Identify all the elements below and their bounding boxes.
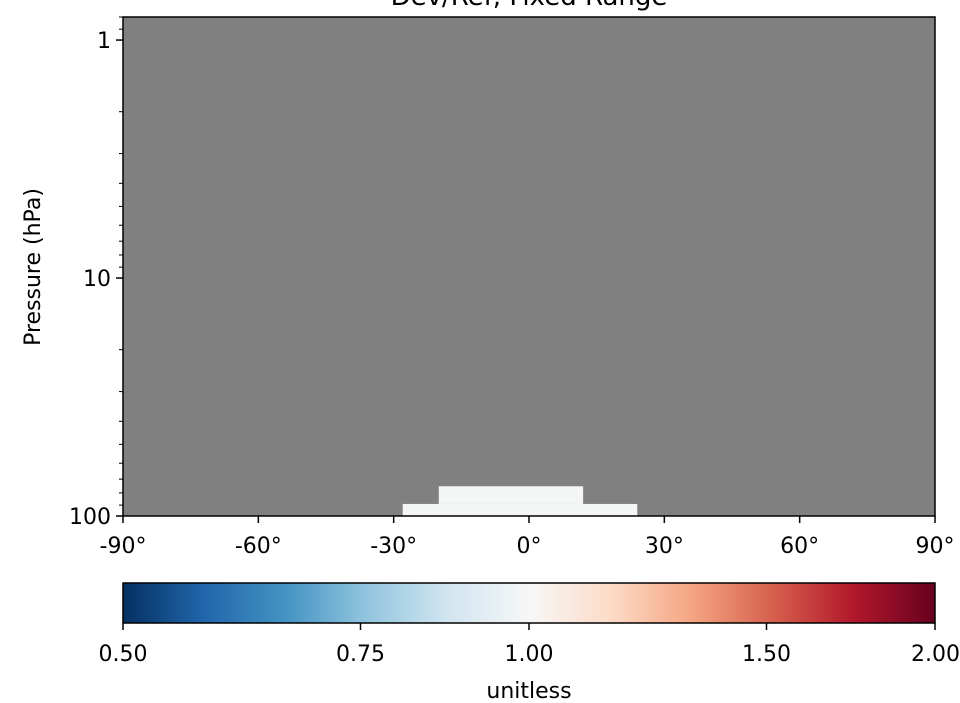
colorbar: 0.50 0.75 1.00 1.50 2.00 <box>99 582 960 667</box>
plot-area <box>122 16 936 517</box>
colorbar-gradient <box>122 582 936 624</box>
x-tick-label: -60° <box>235 534 282 559</box>
y-tick-label: 10 <box>83 267 111 292</box>
no-data-background <box>123 17 935 516</box>
heatmap-cell <box>402 503 638 516</box>
colorbar-ticks: 0.50 0.75 1.00 1.50 2.00 <box>99 623 960 667</box>
y-axis-label: Pressure (hPa) <box>21 188 46 346</box>
colorbar-label: unitless <box>486 679 571 703</box>
y-axis: 1 10 100 <box>69 16 123 530</box>
colorbar-tick-label: 2.00 <box>911 642 960 667</box>
colorbar-tick-label: 0.75 <box>336 642 385 667</box>
y-tick-label: 1 <box>97 29 111 54</box>
x-tick-label: 0° <box>517 534 542 559</box>
x-tick-label: 30° <box>645 534 684 559</box>
x-axis: -90° -60° -30° 0° 30° 60° 90° <box>100 516 955 559</box>
chart-title: Dev/Ref, Fixed Range <box>391 0 668 12</box>
heatmap-cells <box>402 486 638 516</box>
colorbar-tick-label: 0.50 <box>99 642 148 667</box>
heatmap-cell <box>438 486 584 504</box>
x-tick-label: 90° <box>916 534 955 559</box>
x-tick-label: -30° <box>370 534 417 559</box>
colorbar-tick-label: 1.00 <box>505 642 554 667</box>
y-tick-label: 100 <box>69 505 111 530</box>
x-tick-label: -90° <box>100 534 147 559</box>
colorbar-tick-label: 1.50 <box>742 642 791 667</box>
x-tick-label: 60° <box>780 534 819 559</box>
